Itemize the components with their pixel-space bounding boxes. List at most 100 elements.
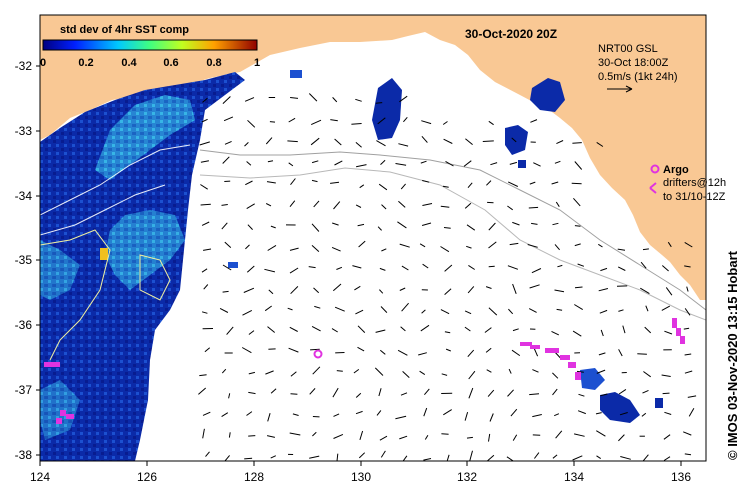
current-vector: [600, 267, 608, 272]
current-vector: [556, 308, 563, 311]
current-vector: [228, 393, 231, 399]
current-vector: [664, 411, 672, 415]
current-vector: [203, 284, 209, 290]
current-vector: [374, 367, 384, 376]
current-vector: [264, 268, 276, 273]
current-vector: [508, 308, 514, 315]
current-vector: [574, 225, 581, 227]
current-vector: [420, 160, 427, 164]
current-vector: [400, 392, 408, 396]
current-vector: [661, 265, 669, 272]
current-vector: [221, 204, 228, 206]
current-vector: [379, 289, 384, 294]
current-vector: [421, 120, 432, 125]
current-vector: [400, 183, 406, 190]
current-vector: [596, 369, 606, 374]
current-vector: [442, 121, 448, 125]
current-vector: [395, 415, 407, 420]
current-vector: [557, 264, 563, 268]
current-vector: [202, 411, 211, 416]
current-vector: [222, 290, 229, 293]
current-vector: [464, 411, 469, 421]
current-vector: [488, 222, 496, 231]
current-vector: [377, 117, 386, 125]
current-vector: [440, 246, 450, 253]
current-vector: [572, 455, 583, 461]
current-vectors: [198, 93, 697, 461]
current-vector: [486, 369, 492, 373]
current-vector: [424, 434, 429, 440]
current-vector: [684, 308, 691, 316]
current-vector: [355, 309, 364, 315]
current-vector: [574, 304, 583, 311]
current-vector: [421, 309, 426, 314]
current-vector: [665, 287, 673, 296]
current-vector: [352, 265, 362, 269]
current-vector: [246, 265, 255, 273]
contour-white-1: [40, 144, 191, 216]
current-vector: [529, 393, 540, 396]
current-vector: [311, 325, 321, 332]
current-vector: [311, 223, 320, 232]
current-vector: [622, 325, 626, 334]
current-vector: [378, 388, 382, 397]
current-vector: [555, 201, 560, 207]
current-vector: [443, 227, 451, 229]
current-vector: [620, 456, 631, 460]
current-vector: [381, 204, 387, 210]
colorbar-title: std dev of 4hr SST comp: [60, 24, 189, 36]
current-vector: [359, 430, 364, 441]
current-vector: [531, 222, 538, 225]
current-vector: [488, 241, 497, 249]
lon-label-128: 128: [244, 470, 264, 484]
current-vector: [290, 393, 298, 395]
current-vector: [533, 348, 539, 357]
lat-label-38: -38: [15, 448, 33, 462]
current-vector: [245, 244, 250, 250]
current-vector: [248, 371, 256, 375]
current-vector: [228, 432, 231, 438]
argo-float-marker: [313, 349, 323, 359]
current-vector: [600, 393, 608, 397]
contour-white-2: [40, 184, 166, 236]
current-vector: [200, 184, 208, 190]
current-vector: [288, 162, 294, 167]
current-vector: [402, 371, 410, 378]
current-vector: [308, 266, 316, 269]
current-vector: [245, 180, 253, 186]
current-vector: [398, 143, 409, 147]
current-vector: [201, 311, 208, 314]
current-vector: [355, 410, 363, 415]
current-vector: [466, 245, 472, 249]
current-vector: [424, 388, 430, 396]
current-vector: [661, 374, 671, 377]
current-vector: [290, 286, 299, 295]
current-vector: [507, 389, 514, 397]
current-vector: [482, 140, 494, 142]
current-vector: [199, 374, 207, 377]
current-vector: [332, 283, 342, 292]
current-vector: [642, 389, 649, 394]
current-vector: [595, 412, 602, 415]
current-vector: [221, 222, 228, 230]
current-vector: [357, 223, 365, 227]
current-vector: [442, 185, 449, 188]
current-vector: [331, 246, 341, 252]
current-vector: [598, 288, 609, 292]
sst-patch-bight-2: [530, 78, 565, 112]
current-vector: [289, 267, 299, 274]
drifter-legend-icon: [649, 182, 657, 194]
current-vector: [552, 454, 558, 459]
current-vector: [555, 430, 563, 439]
current-vector: [333, 413, 340, 417]
current-vector: [532, 414, 542, 418]
current-vector: [222, 96, 231, 104]
current-vector: [688, 408, 695, 417]
current-vector: [444, 264, 453, 272]
current-vector: [662, 392, 670, 395]
current-vector: [484, 327, 492, 333]
current-vector: [619, 412, 628, 416]
current-vector: [423, 458, 432, 461]
current-vector: [572, 142, 582, 144]
current-vector: [399, 95, 408, 103]
